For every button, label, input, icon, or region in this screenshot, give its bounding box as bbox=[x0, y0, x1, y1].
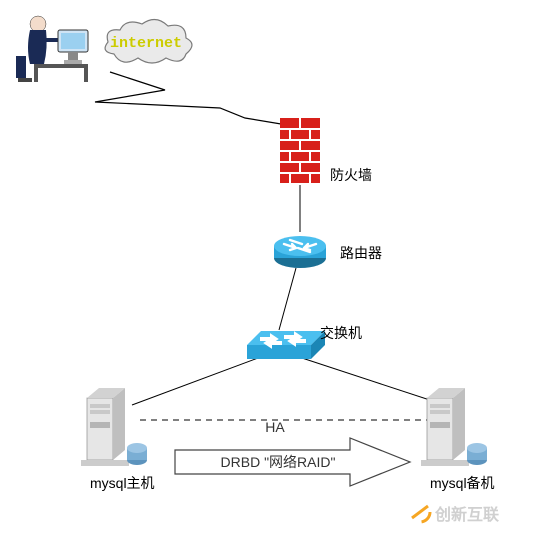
user-at-desk-icon bbox=[16, 16, 88, 82]
mysql-backup-label: mysql备机 bbox=[430, 475, 495, 491]
internet-cloud-icon: internet bbox=[105, 19, 192, 63]
router-label: 路由器 bbox=[340, 245, 382, 261]
switch-label: 交换机 bbox=[320, 325, 362, 341]
watermark: 创新互联 bbox=[410, 502, 499, 524]
firewall-icon bbox=[280, 118, 320, 183]
mysql-primary-icon bbox=[81, 388, 147, 466]
switch-icon bbox=[247, 331, 325, 359]
drbd-label: DRBD "网络RAID" bbox=[221, 454, 336, 470]
mysql-backup-icon bbox=[421, 388, 487, 466]
internet-label: internet bbox=[110, 35, 182, 52]
edge-internet-to-firewall bbox=[95, 72, 287, 125]
firewall-label: 防火墙 bbox=[330, 167, 372, 183]
router-icon bbox=[274, 236, 326, 268]
network-diagram: HA DRBD "网络RAID" internet bbox=[0, 0, 554, 533]
svg-text:创新互联: 创新互联 bbox=[434, 505, 499, 524]
mysql-primary-label: mysql主机 bbox=[90, 475, 155, 491]
edge-router-to-switch bbox=[279, 268, 296, 330]
edge-switch-to-backup bbox=[302, 358, 445, 405]
drbd-arrow: DRBD "网络RAID" bbox=[175, 438, 410, 486]
ha-label: HA bbox=[265, 419, 285, 435]
edge-switch-to-primary bbox=[132, 358, 258, 405]
